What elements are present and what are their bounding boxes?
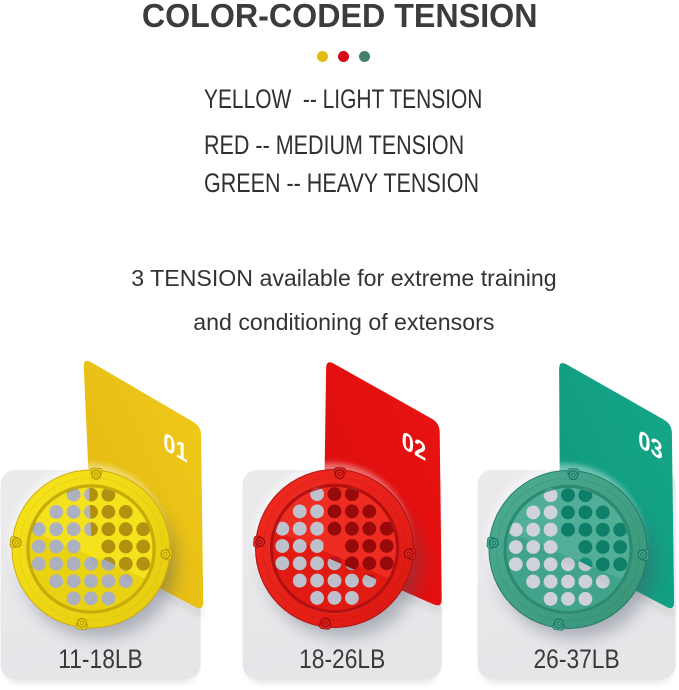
svg-text:11-18LB: 11-18LB [58, 644, 143, 674]
svg-text:18-26LB: 18-26LB [299, 644, 385, 674]
svg-text:26-37LB: 26-37LB [533, 644, 619, 674]
